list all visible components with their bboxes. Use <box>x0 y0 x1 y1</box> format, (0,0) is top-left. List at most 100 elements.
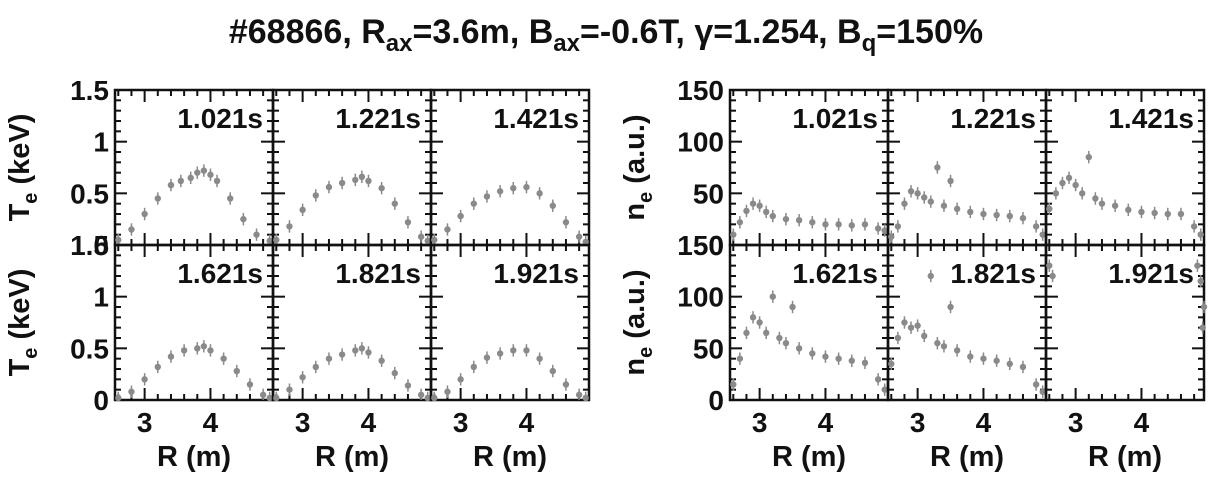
data-point <box>358 345 366 352</box>
time-label: 1.221s <box>335 103 421 134</box>
y-axis-label-symbol: T <box>4 203 36 221</box>
panel-electron-temperature-1.021s: 1.021s 0 0.5 1 1.5 <box>70 75 275 261</box>
y-axis-label-symbol: T <box>4 358 36 376</box>
x-axis-label: R (m) <box>930 441 1004 473</box>
data-point <box>795 345 803 352</box>
data-point <box>914 190 921 197</box>
data-point <box>575 391 583 399</box>
data-point <box>299 206 306 214</box>
y-axis-label-symbol: n <box>619 358 651 376</box>
y-tick-label: 0 <box>93 230 109 261</box>
data-point <box>809 219 816 226</box>
x-axis-label: R (m) <box>772 441 846 473</box>
data-point <box>378 184 385 192</box>
data-point <box>809 350 816 357</box>
data-point <box>927 198 934 205</box>
data-point <box>901 200 908 207</box>
data-point <box>194 169 201 176</box>
data-point <box>888 360 895 368</box>
data-point <box>848 222 855 229</box>
data-point <box>378 357 385 364</box>
data-point <box>365 177 372 185</box>
title-bq-subscript: q <box>861 30 877 57</box>
data-point <box>207 171 214 178</box>
y-tick-label: 150 <box>677 230 724 261</box>
data-point <box>286 223 293 230</box>
data-point <box>861 221 869 228</box>
x-axis-label: R (m) <box>157 441 231 473</box>
data-point <box>1059 179 1066 187</box>
data-point <box>1177 210 1185 218</box>
data-point <box>424 394 431 402</box>
y-tick-label: 0.5 <box>70 333 109 364</box>
data-point <box>907 324 915 331</box>
x-tick-label: 4 <box>976 407 992 438</box>
data-point <box>352 176 359 184</box>
panel-electron-density-1.421s: 1.421s <box>1044 88 1206 247</box>
data-point <box>756 319 763 326</box>
data-point <box>141 376 148 383</box>
data-point <box>1197 231 1204 238</box>
y-tick-label: 0 <box>708 230 724 261</box>
data-point <box>444 388 451 395</box>
data-point <box>736 219 744 226</box>
time-label: 1.021s <box>177 103 263 134</box>
y-axis-label: ne (a.u.) <box>619 269 657 375</box>
title-bax-value: =-0.6T, γ=1.254, B <box>579 13 862 51</box>
y-tick-label: 0 <box>708 385 724 416</box>
data-point <box>782 339 790 347</box>
data-point <box>496 350 504 357</box>
data-point <box>273 236 280 244</box>
data-point <box>934 339 941 347</box>
panel-electron-density-1.821s: 1.821s 3 4R (m) <box>886 243 1048 473</box>
time-label: 1.421s <box>1108 103 1194 134</box>
data-point <box>115 236 122 244</box>
data-point <box>273 394 280 402</box>
data-point <box>1098 200 1106 207</box>
data-point <box>953 205 961 213</box>
x-axis-label: R (m) <box>315 441 389 473</box>
panel-electron-temperature-1.921s: 1.921s 3 4R (m) <box>429 243 591 473</box>
data-point <box>743 207 750 215</box>
data-point <box>894 223 902 230</box>
data-point <box>874 376 882 383</box>
time-label: 1.921s <box>1108 258 1194 289</box>
x-tick-label: 4 <box>1134 407 1150 438</box>
data-point <box>1065 174 1073 182</box>
data-point <box>404 219 412 226</box>
data-point <box>1194 262 1201 269</box>
data-point <box>177 177 185 185</box>
data-point <box>154 195 161 202</box>
data-point <box>523 347 530 354</box>
data-point <box>749 314 757 321</box>
time-label: 1.421s <box>493 103 579 134</box>
data-point <box>128 226 135 233</box>
data-point <box>220 355 227 362</box>
data-point <box>352 347 359 354</box>
y-tick-label: 1.5 <box>70 75 109 106</box>
data-point <box>776 334 783 342</box>
data-point <box>921 194 928 201</box>
data-point <box>575 233 583 240</box>
panel-frame <box>1044 243 1206 402</box>
data-point <box>822 221 829 228</box>
data-point <box>1046 205 1053 213</box>
data-point <box>1019 363 1027 371</box>
data-point <box>1072 181 1079 189</box>
data-point <box>1085 153 1092 161</box>
data-point <box>246 381 254 388</box>
title-rax-subscript: ax <box>385 30 413 57</box>
data-point <box>763 329 770 337</box>
data-point <box>431 236 438 244</box>
data-point <box>980 210 987 218</box>
data-point <box>907 188 915 195</box>
data-point <box>510 347 517 354</box>
data-point <box>1032 381 1040 388</box>
y-axis-label-unit: (keV) <box>4 269 36 348</box>
data-point <box>167 181 175 189</box>
y-tick-label: 100 <box>677 282 724 313</box>
data-point <box>417 391 425 399</box>
panel-electron-temperature-1.421s: 1.421s <box>429 88 591 247</box>
data-point <box>391 369 398 377</box>
